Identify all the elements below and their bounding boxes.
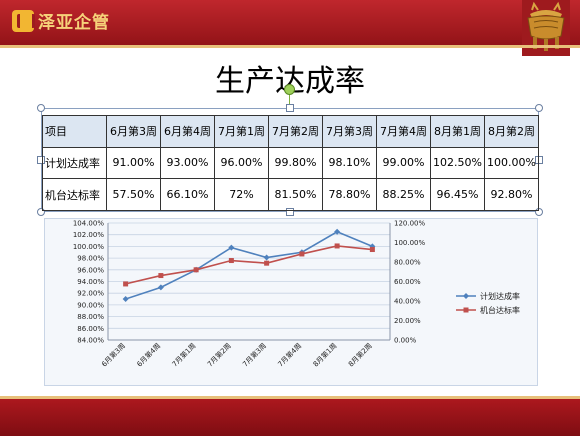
table-cell[interactable]: 96.45%	[430, 178, 485, 211]
legend-marker	[463, 307, 469, 313]
bronze-ding-icon	[522, 0, 570, 56]
table-cell[interactable]: 91.00%	[106, 146, 161, 180]
table-row: 机台达标率 57.50% 66.10% 72% 81.50% 78.80% 88…	[42, 178, 539, 211]
data-point	[334, 228, 341, 235]
table-cell[interactable]: 99.80%	[268, 146, 323, 180]
y-left-tick-label: 84.00%	[77, 337, 104, 345]
header-cell[interactable]: 6月第3周	[106, 115, 161, 148]
rotation-stem	[289, 93, 290, 108]
data-point	[228, 258, 234, 264]
header-cell[interactable]: 7月第1周	[214, 115, 269, 148]
header-cell[interactable]: 7月第4周	[376, 115, 431, 148]
resize-handle-top-left[interactable]	[37, 104, 45, 112]
data-point	[122, 296, 129, 303]
row-label-machine[interactable]: 机台达标率	[42, 178, 107, 211]
legend-label: 机台达标率	[480, 305, 520, 315]
y-left-tick-label: 90.00%	[77, 301, 104, 309]
data-point	[157, 284, 164, 291]
legend-label: 计划达成率	[480, 291, 520, 301]
x-tick-label: 8月第1周	[311, 341, 339, 369]
x-tick-label: 7月第2周	[205, 341, 233, 369]
table-cell[interactable]: 93.00%	[160, 146, 215, 180]
y-left-tick-label: 102.00%	[73, 231, 104, 239]
table-cell[interactable]: 57.50%	[106, 178, 161, 211]
y-right-tick-label: 120.00%	[394, 220, 425, 228]
data-point	[158, 273, 164, 279]
rotation-handle[interactable]	[284, 84, 295, 95]
data-point	[263, 254, 270, 261]
table-cell[interactable]: 88.25%	[376, 178, 431, 211]
y-left-tick-label: 88.00%	[77, 313, 104, 321]
header-cell[interactable]: 6月第4周	[160, 115, 215, 148]
y-right-tick-label: 40.00%	[394, 298, 421, 306]
table-cell[interactable]: 98.10%	[322, 146, 377, 180]
resize-handle-top-right[interactable]	[535, 104, 543, 112]
brand-logo: 泽亚企管	[12, 8, 110, 33]
y-right-tick-label: 20.00%	[394, 317, 421, 325]
header-cell[interactable]: 8月第2周	[484, 115, 539, 148]
y-right-tick-label: 0.00%	[394, 337, 417, 345]
brand-logo-icon	[12, 9, 35, 32]
table-cell[interactable]: 99.00%	[376, 146, 431, 180]
table-cell[interactable]: 66.10%	[160, 178, 215, 211]
y-left-tick-label: 86.00%	[77, 325, 104, 333]
top-banner: 泽亚企管	[0, 0, 580, 56]
table-cell[interactable]: 102.50%	[430, 146, 485, 180]
table-cell[interactable]: 78.80%	[322, 178, 377, 211]
header-cell[interactable]: 8月第1周	[430, 115, 485, 148]
y-left-tick-label: 96.00%	[77, 266, 104, 274]
data-point	[369, 247, 375, 253]
x-tick-label: 7月第3周	[241, 341, 269, 369]
bottom-banner	[0, 396, 580, 436]
y-left-tick-label: 92.00%	[77, 290, 104, 298]
y-left-tick-label: 100.00%	[73, 243, 104, 251]
y-right-tick-label: 100.00%	[394, 239, 425, 247]
x-tick-label: 6月第3周	[100, 341, 128, 369]
data-point	[193, 267, 199, 273]
table-header-row: 项目 6月第3周 6月第4周 7月第1周 7月第2周 7月第3周 7月第4周 8…	[42, 115, 539, 148]
table-row: 计划达成率 91.00% 93.00% 96.00% 99.80% 98.10%…	[42, 146, 539, 180]
table-cell[interactable]: 92.80%	[484, 178, 539, 211]
line-chart[interactable]: 104.00% 102.00% 100.00% 98.00% 96.00% 94.00% 9…	[44, 218, 538, 386]
x-tick-label: 6月第4周	[135, 341, 163, 369]
series-line	[125, 230, 373, 300]
table-cell[interactable]: 72%	[214, 178, 269, 211]
header-cell-item[interactable]: 项目	[42, 115, 107, 148]
table-cell[interactable]: 100.00%	[484, 146, 539, 180]
x-tick-label: 8月第2周	[346, 341, 374, 369]
data-point	[264, 260, 270, 266]
y-right-tick-label: 60.00%	[394, 278, 421, 286]
resize-handle-bottom-left[interactable]	[37, 208, 45, 216]
header-cell[interactable]: 7月第2周	[268, 115, 323, 148]
achievement-table[interactable]: 项目 6月第3周 6月第4周 7月第1周 7月第2周 7月第3周 7月第4周 8…	[42, 115, 539, 211]
data-point	[123, 281, 129, 287]
row-label-plan[interactable]: 计划达成率	[42, 146, 107, 180]
header-cell[interactable]: 7月第3周	[322, 115, 377, 148]
x-tick-label: 7月第4周	[276, 341, 304, 369]
y-left-tick-label: 98.00%	[77, 255, 104, 263]
resize-handle-bottom-right[interactable]	[535, 208, 543, 216]
brand-name: 泽亚企管	[38, 13, 110, 33]
y-right-tick-label: 80.00%	[394, 259, 421, 267]
resize-handle-top[interactable]	[286, 104, 294, 112]
data-point	[334, 243, 340, 249]
data-point	[299, 251, 305, 257]
y-left-tick-label: 104.00%	[73, 220, 104, 228]
series-line	[125, 245, 373, 285]
legend-marker	[463, 293, 469, 299]
x-tick-label: 7月第1周	[170, 341, 198, 369]
table-cell[interactable]: 81.50%	[268, 178, 323, 211]
table-cell[interactable]: 96.00%	[214, 146, 269, 180]
data-point	[228, 244, 235, 251]
y-left-tick-label: 94.00%	[77, 278, 104, 286]
